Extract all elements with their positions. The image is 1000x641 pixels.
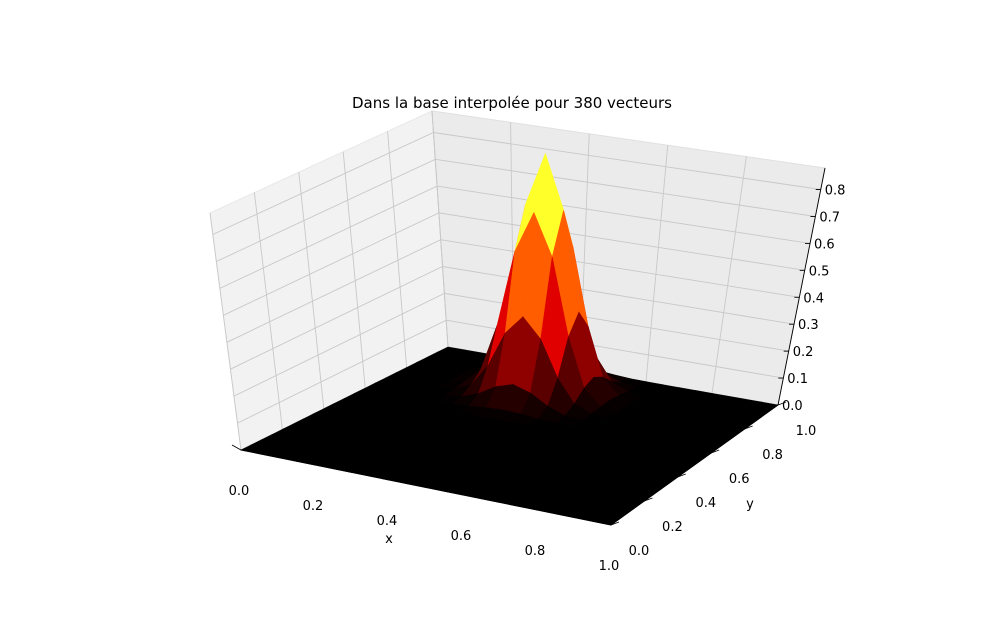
x-tick-label-4: 0.8 — [525, 544, 546, 559]
y-tick-4 — [744, 425, 753, 430]
gridline-z-7 — [216, 158, 816, 262]
z-tick-label-8: 0.8 — [825, 184, 846, 199]
z-tick-label-2: 0.2 — [793, 345, 814, 360]
y-tick-label-0: 0.0 — [629, 544, 650, 559]
tick-labels: 0.0 0.2 0.4 0.6 0.8 1.0 0.0 0.2 0.4 0.6 0.8 1.0 0.0 0… — [229, 184, 846, 575]
z-tick-label-6: 0.6 — [814, 237, 835, 252]
gridline-z-6 — [219, 185, 811, 289]
y-axis-label: y — [746, 497, 754, 512]
y-axis-line — [610, 404, 779, 526]
x-axis-label: x — [385, 532, 393, 547]
y-tick-3 — [711, 449, 720, 454]
y-tick-0 — [610, 521, 620, 526]
surface-plot — [240, 152, 779, 526]
y-tick-5 — [777, 401, 787, 406]
gridline-z-5 — [223, 212, 805, 316]
chart-title: Dans la base interpolée pour 380 vecteur… — [352, 94, 672, 112]
x-tick-5 — [601, 519, 612, 526]
gridline-z-1 — [237, 319, 784, 424]
x-tick-label-1: 0.2 — [303, 499, 324, 514]
y-tick-label-5: 1.0 — [796, 424, 817, 439]
gridline-z-4 — [226, 239, 800, 343]
gridline-z-8 — [212, 132, 821, 235]
x-tick-label-2: 0.4 — [377, 514, 398, 529]
gridline-z-3 — [230, 266, 795, 370]
y-tick-label-3: 0.6 — [729, 472, 750, 487]
gridline-z-2 — [233, 292, 789, 397]
x-tick-label-0: 0.0 — [229, 484, 250, 499]
y-tick-label-1: 0.2 — [662, 520, 683, 535]
x-tick-0 — [231, 444, 242, 451]
z-tick-label-5: 0.5 — [809, 264, 830, 279]
y-tick-1 — [644, 497, 653, 502]
z-tick-label-1: 0.1 — [787, 372, 808, 387]
axis-lines — [240, 167, 826, 526]
y-tick-label-2: 0.4 — [695, 496, 716, 511]
y-tick-2 — [677, 473, 686, 478]
z-tick-label-0: 0.0 — [782, 399, 803, 414]
z-tick-label-3: 0.3 — [798, 318, 819, 333]
x-tick-1 — [305, 459, 316, 466]
x-tick-3 — [453, 489, 464, 496]
x-tick-4 — [527, 504, 538, 511]
x-axis-line — [240, 449, 612, 526]
x-tick-label-5: 1.0 — [599, 559, 620, 574]
x-tick-label-3: 0.6 — [451, 529, 472, 544]
z-tick-label-7: 0.7 — [819, 211, 840, 226]
z-axis-line — [777, 167, 826, 406]
tick-marks — [231, 189, 821, 526]
y-tick-label-4: 0.8 — [762, 448, 783, 463]
z-tick-label-4: 0.4 — [803, 291, 824, 306]
x-tick-2 — [379, 474, 390, 481]
